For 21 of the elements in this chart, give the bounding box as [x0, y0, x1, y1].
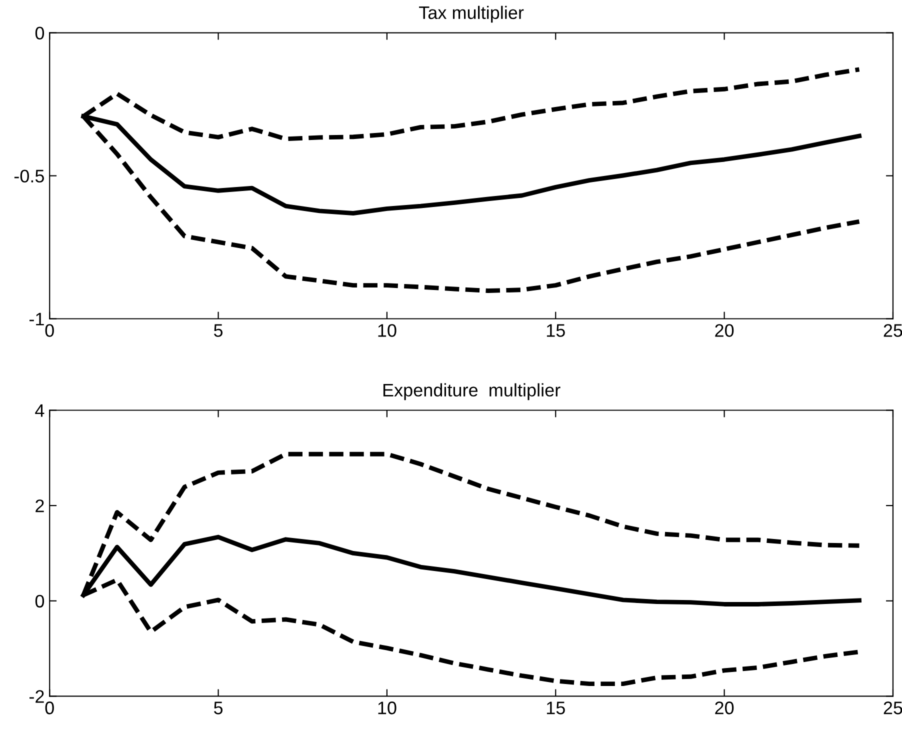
- x-tick-label: 5: [214, 702, 223, 714]
- x-tick-label: 25: [884, 702, 902, 714]
- x-tick-label: 15: [546, 702, 565, 714]
- chart-title: Expenditure multiplier: [383, 383, 560, 400]
- x-tick-label: 20: [715, 702, 734, 714]
- x-tick-label: 0: [45, 324, 54, 337]
- chart-title: Tax multiplier: [419, 6, 524, 23]
- y-tick-label: 4: [35, 404, 44, 417]
- y-tick-label: -1: [30, 312, 44, 326]
- y-tick-label: 0: [35, 26, 44, 40]
- y-tick-label: -0.5: [14, 170, 44, 182]
- x-tick-label: 10: [378, 702, 396, 714]
- y-tick-label: 0: [35, 594, 44, 608]
- x-tick-label: 15: [546, 324, 565, 337]
- x-tick-label: 20: [715, 324, 734, 337]
- y-tick-label: -2: [30, 690, 44, 703]
- x-tick-label: 5: [214, 324, 223, 337]
- x-tick-label: 10: [378, 324, 396, 337]
- y-tick-label: 2: [36, 500, 44, 512]
- x-tick-label: 0: [45, 702, 54, 714]
- x-tick-label: 25: [884, 324, 902, 337]
